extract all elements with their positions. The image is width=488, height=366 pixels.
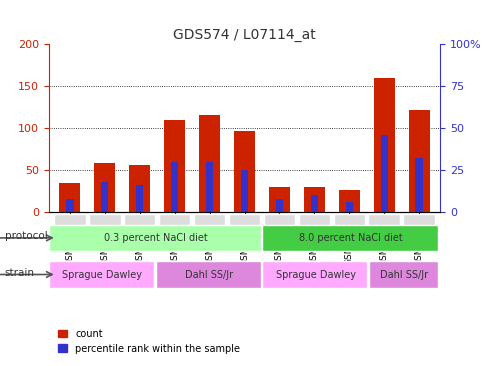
Bar xyxy=(66,199,73,212)
Bar xyxy=(303,187,324,212)
Text: Dahl SS/Jr: Dahl SS/Jr xyxy=(184,269,232,280)
Text: Sprague Dawley: Sprague Dawley xyxy=(62,269,142,280)
FancyBboxPatch shape xyxy=(368,214,399,232)
Legend: count, percentile rank within the sample: count, percentile rank within the sample xyxy=(54,325,244,358)
Bar xyxy=(171,162,178,212)
Title: GDS574 / L07114_at: GDS574 / L07114_at xyxy=(173,27,315,41)
Bar xyxy=(129,165,150,212)
Bar xyxy=(205,162,213,212)
Text: protocol: protocol xyxy=(5,231,47,241)
Bar xyxy=(164,120,185,212)
Text: 8.0 percent NaCl diet: 8.0 percent NaCl diet xyxy=(299,233,402,243)
Bar xyxy=(59,183,80,212)
FancyBboxPatch shape xyxy=(124,214,155,232)
Text: Dahl SS/Jr: Dahl SS/Jr xyxy=(380,269,427,280)
Bar xyxy=(94,164,115,212)
FancyBboxPatch shape xyxy=(193,214,225,232)
Bar xyxy=(199,116,220,212)
Text: 0.3 percent NaCl diet: 0.3 percent NaCl diet xyxy=(103,233,207,243)
FancyBboxPatch shape xyxy=(159,214,190,232)
FancyBboxPatch shape xyxy=(89,214,120,232)
Bar xyxy=(268,187,289,212)
FancyBboxPatch shape xyxy=(54,214,85,232)
Bar xyxy=(234,131,254,212)
FancyBboxPatch shape xyxy=(49,261,154,288)
Bar xyxy=(310,195,317,212)
Bar xyxy=(275,199,283,212)
Bar xyxy=(345,202,352,212)
Bar xyxy=(101,182,108,212)
Bar xyxy=(373,78,394,212)
FancyBboxPatch shape xyxy=(298,214,329,232)
FancyBboxPatch shape xyxy=(262,225,437,251)
FancyBboxPatch shape xyxy=(155,261,260,288)
FancyBboxPatch shape xyxy=(368,261,437,288)
Text: Sprague Dawley: Sprague Dawley xyxy=(275,269,355,280)
Bar xyxy=(136,185,143,212)
Bar xyxy=(408,109,429,212)
FancyBboxPatch shape xyxy=(263,214,295,232)
FancyBboxPatch shape xyxy=(49,225,260,251)
Bar xyxy=(380,135,387,212)
Bar xyxy=(415,158,422,212)
Text: strain: strain xyxy=(5,268,35,278)
FancyBboxPatch shape xyxy=(333,214,364,232)
FancyBboxPatch shape xyxy=(262,261,366,288)
Bar xyxy=(241,170,248,212)
FancyBboxPatch shape xyxy=(228,214,260,232)
Bar xyxy=(338,190,359,212)
FancyBboxPatch shape xyxy=(403,214,434,232)
